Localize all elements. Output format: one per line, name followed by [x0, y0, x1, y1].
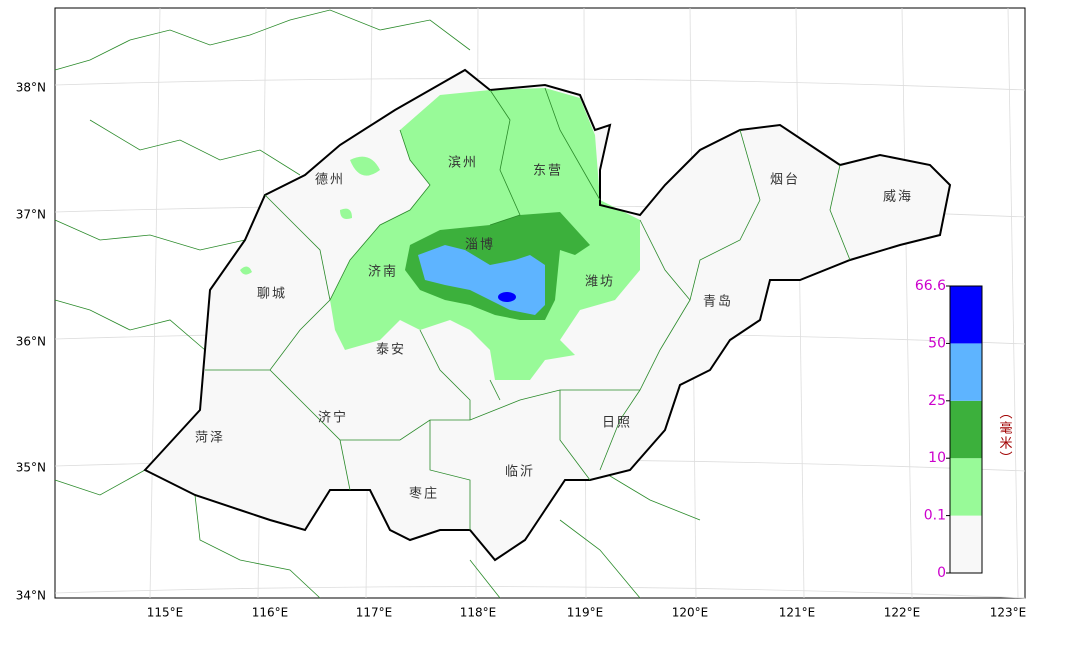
lat-label: 35°N	[16, 461, 46, 475]
legend-level-label: 0	[937, 565, 946, 581]
lon-label: 115°E	[147, 606, 184, 620]
rain-spots	[240, 156, 380, 275]
city-label: 青岛	[703, 294, 733, 310]
lon-label: 119°E	[567, 606, 604, 620]
city-label: 济南	[368, 264, 398, 280]
city-label: 日照	[602, 416, 632, 431]
city-label: 济宁	[318, 410, 348, 426]
province-outline	[143, 68, 952, 562]
legend-level-label: 50	[928, 335, 946, 351]
city-label: 淄博	[465, 238, 495, 253]
lat-label: 34°N	[16, 589, 46, 603]
legend-band	[950, 343, 982, 401]
lon-label: 118°E	[460, 606, 497, 620]
city-label: 枣庄	[409, 486, 439, 502]
legend: （毫米） 0 0.1 10 25 50 66.6	[915, 278, 1012, 581]
legend-unit: （毫米）	[997, 406, 1013, 466]
city-borders	[205, 87, 851, 530]
legend-frame	[949, 285, 983, 574]
city-label: 威海	[883, 190, 913, 205]
city-label: 德州	[315, 173, 345, 188]
legend-level-label: 10	[928, 450, 946, 466]
lon-label: 121°E	[779, 606, 816, 620]
legend-band	[950, 458, 982, 516]
lon-label: 123°E	[990, 606, 1027, 620]
lat-label: 37°N	[16, 208, 46, 222]
legend-level-label: 25	[928, 393, 946, 409]
city-label: 泰安	[376, 343, 406, 358]
city-label: 滨州	[448, 155, 478, 171]
lat-label: 38°N	[16, 81, 46, 95]
rain-area-peak	[498, 292, 516, 302]
city-label: 聊城	[257, 287, 287, 302]
lat-label: 36°N	[16, 335, 46, 349]
legend-level-label: 66.6	[915, 278, 946, 294]
lon-label: 117°E	[356, 606, 393, 620]
province-borders	[54, 9, 701, 599]
city-label: 东营	[533, 164, 563, 179]
lon-label: 120°E	[672, 606, 709, 620]
lon-label: 122°E	[884, 606, 921, 620]
city-label: 烟台	[770, 173, 800, 188]
legend-band	[950, 286, 982, 344]
axis-labels: 38°N 37°N 36°N 35°N 34°N 115°E 116°E 117°E 118°E…	[16, 81, 1027, 620]
legend-level-label: 0.1	[924, 508, 946, 524]
legend-band	[950, 515, 982, 573]
legend-band	[950, 400, 982, 459]
city-label: 临沂	[505, 465, 535, 480]
city-label: 菏泽	[195, 431, 225, 446]
city-label: 潍坊	[585, 275, 615, 290]
lon-label: 116°E	[252, 606, 289, 620]
